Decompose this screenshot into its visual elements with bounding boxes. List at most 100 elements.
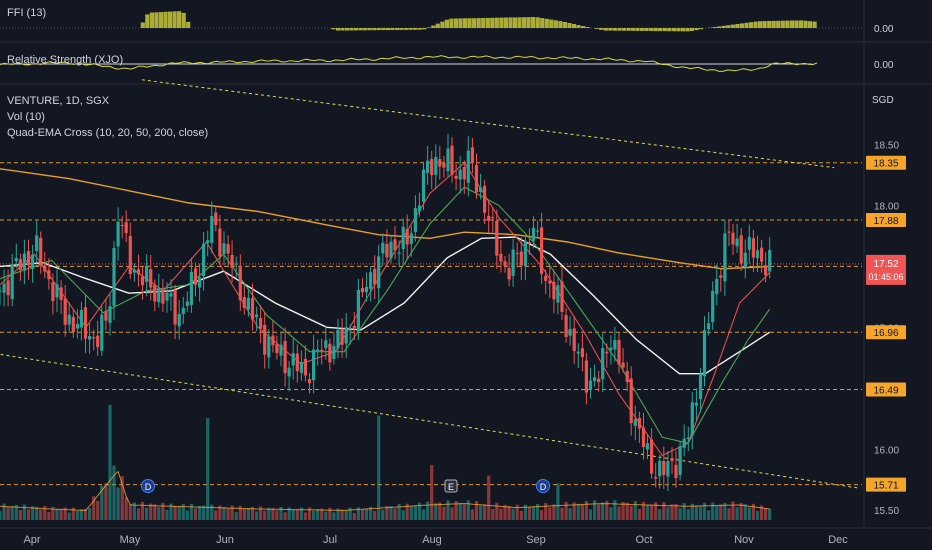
volume-bar <box>702 502 707 520</box>
volume-bar <box>743 504 747 520</box>
candle-body <box>63 298 67 325</box>
volume-bar <box>246 508 250 520</box>
candle-body <box>369 272 373 289</box>
candle-body <box>267 336 271 358</box>
ffi-bar <box>567 23 572 28</box>
candle-body <box>67 314 71 325</box>
candle-body <box>426 160 430 173</box>
ffi-bar <box>594 28 599 29</box>
volume-bar <box>413 505 417 520</box>
volume-bar <box>59 509 63 520</box>
volume-bar <box>92 496 96 520</box>
candle-body <box>165 292 169 301</box>
ffi-bar <box>517 17 522 28</box>
volume-bar <box>369 506 373 520</box>
candle-body <box>523 240 527 267</box>
volume-bar <box>613 500 617 520</box>
volume-bar <box>140 501 145 520</box>
volume-bar <box>0 510 2 520</box>
volume-bar <box>483 504 487 520</box>
volume-bar <box>39 509 43 520</box>
candle-body <box>259 318 263 329</box>
volume-bar <box>149 503 153 520</box>
candle-body <box>291 353 295 366</box>
candle-body <box>458 169 462 180</box>
candle-body <box>157 288 161 303</box>
candle-body <box>711 291 715 322</box>
volume-bar <box>336 508 340 520</box>
ffi-bar <box>444 19 449 28</box>
volume-bar <box>442 506 446 520</box>
ffi-bar <box>385 28 390 31</box>
volume-bar <box>303 512 307 520</box>
volume-bar <box>658 509 662 520</box>
ffi-value-label: 0.00 <box>874 24 894 35</box>
ffi-bar <box>358 28 363 31</box>
level-tag <box>866 213 906 227</box>
ema-legend: Quad-EMA Cross (10, 20, 50, 200, close) <box>7 127 209 139</box>
candle-body <box>373 268 377 285</box>
volume-bar <box>503 504 507 520</box>
candle-body <box>226 244 230 254</box>
candle-body <box>613 339 617 350</box>
volume-bar <box>499 508 503 520</box>
candle-body <box>650 439 654 474</box>
candle-body <box>519 251 523 266</box>
volume-bar <box>515 504 519 520</box>
candle-body <box>234 263 238 265</box>
candle-body <box>14 257 18 262</box>
volume-bar <box>320 508 324 520</box>
ffi-bar <box>476 18 481 28</box>
ffi-bar <box>522 17 527 28</box>
candle-body <box>299 362 303 373</box>
ffi-bar <box>748 22 754 28</box>
volume-bar <box>210 504 214 520</box>
volume-bar <box>157 507 161 520</box>
ffi-bar <box>494 17 499 28</box>
volume-bar <box>568 508 572 520</box>
volume-bar <box>96 500 100 520</box>
ffi-bar <box>140 22 145 28</box>
candle-body <box>104 311 108 321</box>
candle-body <box>503 261 507 266</box>
y-tick-label: 15.50 <box>874 506 899 517</box>
volume-bar <box>540 510 544 520</box>
level-tag-label: 18.35 <box>873 159 898 170</box>
candle-body <box>670 458 674 462</box>
ffi-bar <box>721 25 726 28</box>
volume-bar <box>597 504 601 520</box>
ffi-bar <box>544 18 549 28</box>
candle-body <box>214 212 218 225</box>
ffi-bar <box>585 27 590 28</box>
volume-bar <box>112 465 116 520</box>
candle-body <box>707 323 711 330</box>
ffi-bar <box>372 28 377 31</box>
ffi-bar <box>531 17 536 28</box>
ffi-bar <box>680 28 685 32</box>
candle-body <box>438 159 442 167</box>
candle-body <box>409 233 413 244</box>
candle-body <box>531 227 536 241</box>
ffi-bar <box>617 28 622 31</box>
ffi-bar <box>608 28 613 31</box>
candle-body <box>96 335 100 348</box>
volume-bar <box>234 512 238 520</box>
ffi-bar <box>512 17 518 28</box>
candle-body <box>434 157 438 175</box>
candle-body <box>2 283 6 293</box>
candle-body <box>275 344 279 353</box>
candle-body <box>210 216 214 243</box>
volume-bar <box>560 507 564 520</box>
candle-body <box>666 461 670 477</box>
candle-body <box>694 402 698 406</box>
volume-bar <box>686 509 690 520</box>
volume-bar <box>124 497 128 520</box>
ffi-bar <box>758 21 763 28</box>
ffi-bar <box>744 22 749 28</box>
candle-body <box>487 215 491 221</box>
candle-body <box>316 349 320 351</box>
candle-body <box>385 244 389 258</box>
volume-bar <box>214 510 218 520</box>
candle-body <box>743 252 747 268</box>
